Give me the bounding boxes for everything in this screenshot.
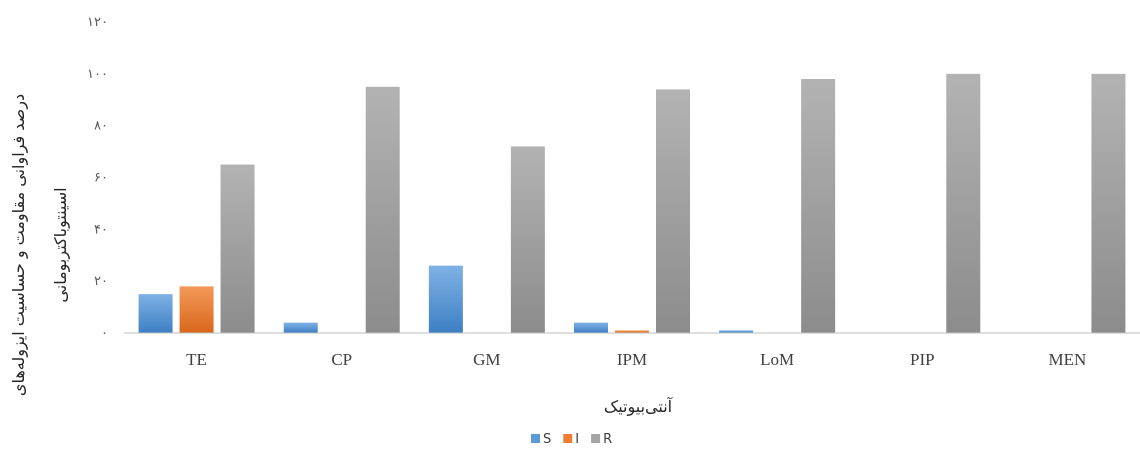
y-axis-title-line-2: اسینتوباکتربومانی xyxy=(51,187,71,302)
x-axis-categories: TE CP GM IPM LoM PIP MEN xyxy=(186,350,1086,369)
bar-r-te xyxy=(220,164,255,333)
x-tick-label: PIP xyxy=(910,350,935,369)
bar-r-cp xyxy=(365,86,400,334)
y-tick-label: ۱۲۰ xyxy=(87,15,108,30)
bar-i-ipm xyxy=(615,330,649,333)
y-tick-label: ۲۰ xyxy=(94,274,108,289)
x-tick-label: IPM xyxy=(617,350,647,369)
bar-r-ipm xyxy=(656,89,690,333)
bars xyxy=(138,73,1126,334)
y-tick-label: ۶۰ xyxy=(94,171,108,186)
bar-r-lom xyxy=(801,79,836,334)
x-tick-label: LoM xyxy=(760,350,794,369)
bar-s-ipm xyxy=(574,322,608,333)
y-tick-label: ۸۰ xyxy=(94,119,108,134)
y-axis-title: درصد فراوانی مقاومت و حساسیت ایزوله‌های … xyxy=(9,94,71,396)
x-axis-title: آنتی‌بیوتیک xyxy=(604,397,674,417)
x-tick-label: MEN xyxy=(1049,350,1087,369)
bar-s-lom xyxy=(719,330,754,333)
x-tick-label: GM xyxy=(473,350,500,369)
legend-swatch-r xyxy=(591,434,601,443)
y-axis-ticks: ۰ ۲۰ ۴۰ ۶۰ ۸۰ ۱۰۰ ۱۲۰ xyxy=(87,15,108,341)
bar-i-te xyxy=(179,286,214,333)
x-tick-label: CP xyxy=(331,350,352,369)
legend-swatch-s xyxy=(531,434,540,443)
bar-r-gm xyxy=(510,146,545,333)
bar-s-gm xyxy=(428,265,463,333)
legend-label-r: R xyxy=(603,432,612,447)
legend-label-s: S xyxy=(543,432,551,447)
bar-s-te xyxy=(138,294,173,333)
y-tick-label: ۴۰ xyxy=(94,222,108,237)
y-axis-title-line-1: درصد فراوانی مقاومت و حساسیت ایزوله‌های xyxy=(9,94,29,396)
bar-r-pip xyxy=(946,73,981,333)
y-tick-label: ۱۰۰ xyxy=(87,67,108,82)
bar-s-cp xyxy=(283,322,318,333)
x-tick-label: TE xyxy=(186,350,207,369)
y-tick-label: ۰ xyxy=(101,326,108,341)
bar-r-men xyxy=(1091,73,1126,333)
legend-swatch-i xyxy=(563,434,573,443)
legend-label-i: I xyxy=(575,432,579,447)
